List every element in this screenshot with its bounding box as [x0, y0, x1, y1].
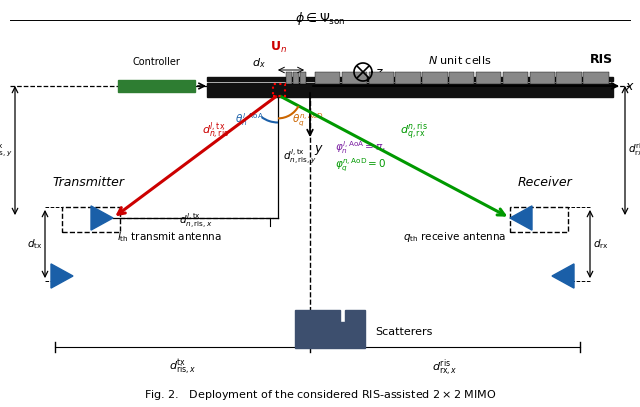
Bar: [207, 77, 613, 81]
Text: $\theta_q^{n,\mathrm{AoD}}$: $\theta_q^{n,\mathrm{AoD}}$: [292, 111, 324, 129]
Bar: [286, 72, 291, 84]
Polygon shape: [91, 206, 113, 230]
Bar: [476, 72, 501, 84]
Text: RIS: RIS: [590, 53, 613, 66]
Bar: [300, 72, 305, 84]
Text: $y$: $y$: [314, 143, 324, 157]
Text: $d_{n,\mathrm{ris},x}^{l,\mathrm{tx}}$: $d_{n,\mathrm{ris},x}^{l,\mathrm{tx}}$: [179, 212, 212, 230]
Text: $d_{\mathrm{ris},x}^{\mathrm{tx}}$: $d_{\mathrm{ris},x}^{\mathrm{tx}}$: [169, 357, 196, 377]
Bar: [503, 72, 528, 84]
Text: Controller: Controller: [132, 57, 180, 67]
Bar: [510, 207, 568, 232]
Text: $d_{\mathrm{ris},y}^{\mathrm{tx}}$: $d_{\mathrm{ris},y}^{\mathrm{tx}}$: [0, 142, 12, 159]
Bar: [293, 72, 298, 84]
Bar: [422, 72, 447, 84]
Bar: [369, 72, 394, 84]
Bar: [396, 72, 420, 84]
Text: Receiver: Receiver: [518, 175, 572, 188]
Text: $d_{q,\mathrm{rx}}^{n,\mathrm{ris}}$: $d_{q,\mathrm{rx}}^{n,\mathrm{ris}}$: [400, 120, 428, 142]
Text: $d_{n,\mathrm{ris},y}^{l,\mathrm{tx}}$: $d_{n,\mathrm{ris},y}^{l,\mathrm{tx}}$: [283, 148, 317, 165]
Bar: [529, 72, 555, 84]
Bar: [62, 207, 120, 232]
Bar: [315, 72, 340, 84]
Polygon shape: [552, 264, 574, 288]
Text: Fig. 2.   Deployment of the considered RIS-assisted $2\times2$ MIMO: Fig. 2. Deployment of the considered RIS…: [144, 388, 496, 402]
Text: $d_{n,\mathrm{ris}}^{l,\mathrm{tx}}$: $d_{n,\mathrm{ris}}^{l,\mathrm{tx}}$: [202, 121, 229, 142]
Polygon shape: [295, 310, 365, 348]
Text: $d_{\mathrm{tx}}$: $d_{\mathrm{tx}}$: [26, 237, 42, 251]
Text: $d_x$: $d_x$: [252, 56, 266, 70]
Text: $\theta_n^{l,\mathrm{AoA}}$: $\theta_n^{l,\mathrm{AoA}}$: [236, 112, 264, 128]
Text: $x$: $x$: [625, 79, 635, 92]
Text: $\varphi_n^{l,\mathrm{AoA}} = \pi,$: $\varphi_n^{l,\mathrm{AoA}} = \pi,$: [335, 140, 386, 156]
Polygon shape: [51, 264, 73, 288]
Text: $q_{\mathrm{th}}$ receive antenna: $q_{\mathrm{th}}$ receive antenna: [403, 230, 506, 244]
Text: $d_{\mathrm{rx}}$: $d_{\mathrm{rx}}$: [593, 237, 609, 251]
Bar: [583, 72, 609, 84]
Bar: [556, 72, 582, 84]
Text: Scatterers: Scatterers: [375, 327, 433, 337]
Text: $\varphi_q^{n,\mathrm{AoD}} = 0$: $\varphi_q^{n,\mathrm{AoD}} = 0$: [335, 156, 387, 174]
Text: $d_{\mathrm{rx},x}^{\mathrm{ris}}$: $d_{\mathrm{rx},x}^{\mathrm{ris}}$: [432, 357, 458, 378]
Text: $z$: $z$: [375, 66, 384, 79]
Text: $\mathbf{U}_n$: $\mathbf{U}_n$: [270, 40, 287, 55]
Text: Transmitter: Transmitter: [52, 175, 124, 188]
Bar: [207, 83, 613, 97]
Bar: [449, 72, 474, 84]
Polygon shape: [510, 206, 532, 230]
Text: $d_{\mathrm{rx},y}^{\mathrm{ris}}$: $d_{\mathrm{rx},y}^{\mathrm{ris}}$: [628, 142, 640, 159]
Text: $l_{\mathrm{th}}$ transmit antenna: $l_{\mathrm{th}}$ transmit antenna: [117, 230, 222, 244]
Bar: [342, 72, 367, 84]
Bar: [273, 84, 285, 96]
Text: $O$: $O$: [314, 75, 324, 88]
Text: $N$ unit cells: $N$ unit cells: [428, 54, 492, 66]
Text: $\phi \in \Psi_{\mathrm{son}}$: $\phi \in \Psi_{\mathrm{son}}$: [294, 10, 346, 27]
Bar: [118, 80, 195, 92]
